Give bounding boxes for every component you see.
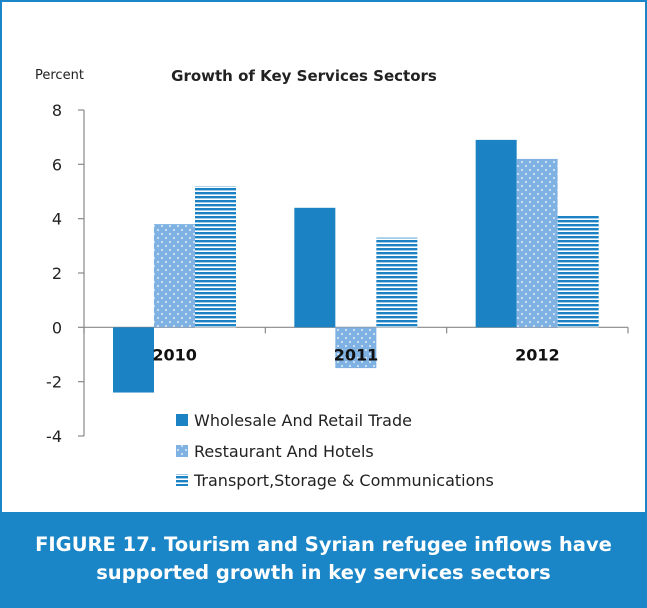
legend-label: Wholesale And Retail Trade bbox=[194, 411, 412, 430]
bar bbox=[516, 158, 558, 328]
bar bbox=[195, 186, 236, 328]
y-tick-label: 6 bbox=[52, 155, 62, 174]
bar bbox=[335, 327, 377, 369]
figure-caption-text: Tourism and Syrian refugee inflows have … bbox=[96, 533, 612, 584]
bar bbox=[113, 327, 154, 393]
y-tick-label: -4 bbox=[46, 427, 62, 446]
legend-swatch bbox=[176, 414, 188, 426]
bar bbox=[557, 215, 599, 328]
chart-title: Growth of Key Services Sectors bbox=[171, 67, 437, 85]
bar bbox=[475, 139, 517, 328]
legend-label: Restaurant And Hotels bbox=[194, 442, 374, 461]
legend-swatch bbox=[176, 474, 188, 486]
bar-chart: Percent Growth of Key Services Sectors -… bbox=[35, 67, 629, 490]
figure-caption: FIGURE 17. Tourism and Syrian refugee in… bbox=[2, 512, 645, 606]
bar bbox=[154, 224, 195, 328]
x-category-label: 2012 bbox=[515, 345, 560, 364]
y-tick-label: 4 bbox=[52, 210, 62, 229]
x-category-label: 2010 bbox=[152, 345, 197, 364]
bar bbox=[294, 207, 336, 328]
legend-swatch bbox=[176, 445, 188, 457]
x-category-label: 2011 bbox=[334, 345, 379, 364]
figure-number: FIGURE 17. bbox=[35, 533, 158, 556]
y-tick-label: 8 bbox=[52, 101, 62, 120]
legend-label: Transport,Storage & Communications bbox=[193, 471, 494, 490]
y-tick-label: 0 bbox=[52, 318, 62, 337]
y-tick-label: 2 bbox=[52, 264, 62, 283]
bar bbox=[376, 237, 418, 328]
y-axis-unit-label: Percent bbox=[35, 68, 84, 83]
y-tick-label: -2 bbox=[46, 373, 62, 392]
